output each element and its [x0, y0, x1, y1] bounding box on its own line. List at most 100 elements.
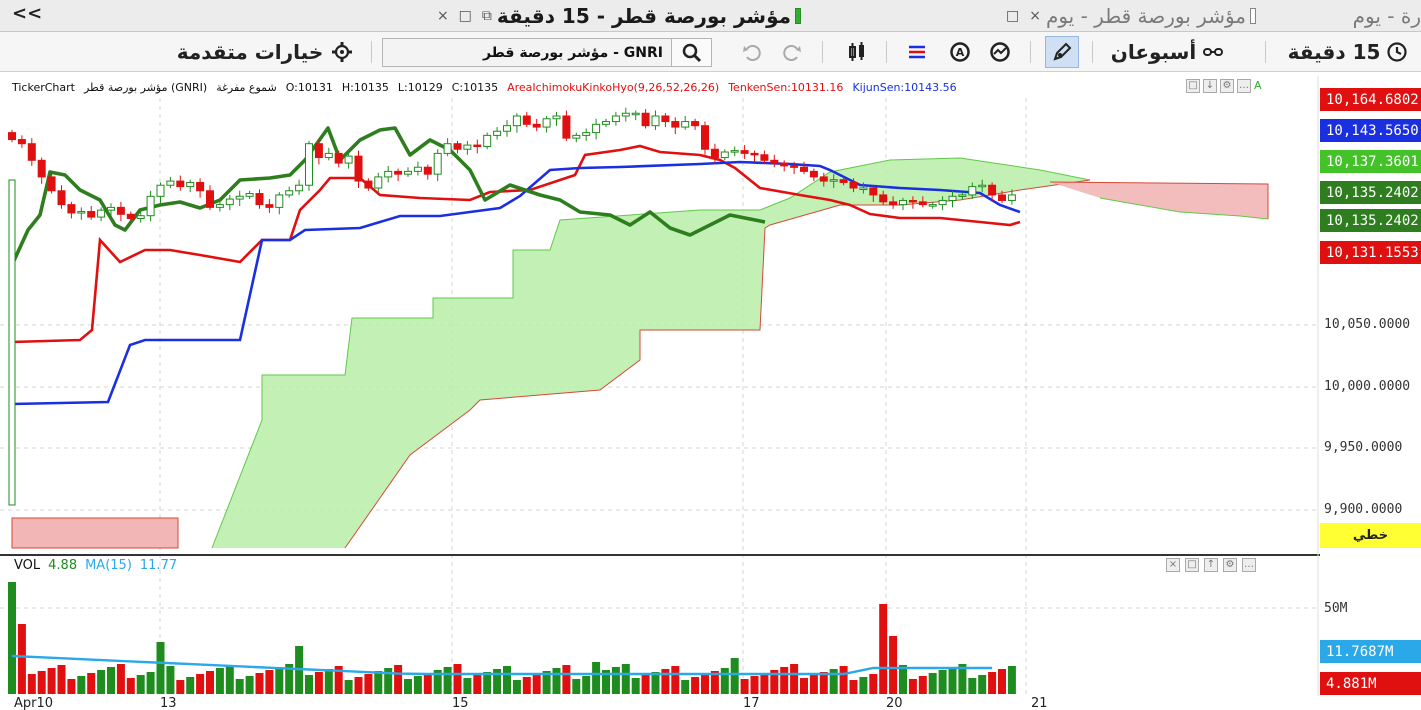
up-candle [8, 179, 16, 506]
up-candle [384, 170, 393, 178]
volume-bar [8, 582, 16, 694]
volume-bar [503, 666, 511, 694]
down-candle [740, 150, 749, 154]
scale-type-badge[interactable]: خطي [1320, 523, 1421, 548]
upper-price-marker: 10,164.6802 [1320, 88, 1421, 111]
volume-bar [285, 664, 294, 694]
maximize-icon[interactable]: □ [1186, 79, 1200, 93]
maximize-icon[interactable]: □ [1006, 8, 1020, 24]
up-candle [503, 125, 511, 132]
volume-bar [918, 676, 927, 694]
arrow-up-icon[interactable]: ↑ [1204, 558, 1218, 572]
settings-icon[interactable]: ⚙ [1220, 79, 1234, 93]
volume-bar [750, 676, 759, 694]
close-icon[interactable]: × [1029, 8, 1041, 24]
down-candle [17, 139, 26, 145]
open-value: O:10131 [285, 80, 333, 94]
volume-bar [809, 675, 818, 694]
up-candle [631, 112, 640, 116]
down-candle [998, 194, 1006, 201]
up-candle [859, 187, 868, 190]
down-candle [314, 143, 323, 159]
volume-bar [1007, 666, 1016, 694]
volume-bar [404, 679, 412, 694]
volume-bar [681, 680, 690, 694]
redo-button[interactable] [775, 36, 809, 68]
arrow-down-icon[interactable]: ↓ [1203, 79, 1217, 93]
up-candle [582, 132, 591, 136]
down-candle [780, 162, 789, 167]
volume-bar [196, 674, 205, 694]
advanced-options-button[interactable]: خيارات متقدمة [165, 36, 365, 68]
alerts-button[interactable]: A [943, 36, 977, 68]
pencil-icon [1053, 42, 1072, 61]
down-candle [562, 115, 571, 139]
volume-bar [829, 669, 838, 694]
symbol-search-input[interactable] [383, 39, 671, 66]
settings-icon[interactable]: ⚙ [1223, 558, 1237, 572]
up-candle [928, 204, 937, 207]
maximize-icon[interactable]: □ [458, 8, 472, 24]
span-a-line [211, 157, 1091, 549]
last-price-marker: 10,135.2402 [1320, 209, 1421, 232]
close-icon[interactable]: × [436, 8, 449, 24]
volume-bar [136, 675, 145, 694]
close-icon[interactable]: × [1166, 558, 1180, 572]
down-candle [206, 190, 214, 208]
more-icon[interactable]: … [1237, 79, 1251, 93]
drawing-tools-button[interactable] [1045, 36, 1079, 68]
grid [0, 98, 1318, 696]
tab-gnri-daily[interactable]: مؤشر بورصة قطر - يوم × □ [820, 0, 1260, 32]
search-button[interactable] [671, 39, 711, 66]
high-value: H:10135 [341, 80, 389, 94]
up-candle [938, 199, 947, 206]
up-candle [602, 121, 610, 125]
analysis-button[interactable] [983, 36, 1017, 68]
kijun-value: KijunSen:10143.56 [852, 80, 957, 94]
up-candle [146, 195, 155, 217]
volume-legend: VOL 4.88 MA(15) 11.77 [14, 558, 177, 573]
chart-type-button[interactable] [840, 36, 874, 68]
indicators-button[interactable] [900, 36, 934, 68]
tab-other-daily[interactable]: رة - يوم [1300, 0, 1421, 32]
more-icon[interactable]: … [1242, 558, 1256, 572]
instrument-label: مؤشر بورصة قطر (GNRI) [83, 80, 208, 94]
down-candle [423, 166, 432, 175]
down-candle [869, 187, 878, 196]
volume-bar [869, 674, 878, 694]
maximize-icon[interactable]: □ [1185, 558, 1199, 572]
up-candle [324, 152, 333, 159]
price-tick: 10,000.0000 [1324, 379, 1411, 394]
range-selector[interactable]: أسبوعان [1100, 36, 1235, 68]
volume-bar [978, 675, 987, 694]
volume-bar [938, 670, 947, 694]
volume-bar [453, 664, 462, 694]
volume-bar [483, 672, 492, 694]
volume-bar [374, 671, 383, 694]
down-candle [265, 204, 274, 208]
chikou-span-line [10, 126, 766, 266]
interval-selector[interactable]: 15 دقيقة [1278, 36, 1418, 68]
volume-bar [423, 673, 432, 694]
volume-bar [621, 664, 630, 694]
collapse-button[interactable]: << [12, 3, 43, 24]
volume-bar [522, 677, 531, 694]
chikou-price-marker: 10,135.2402 [1320, 181, 1421, 204]
undo-button[interactable] [735, 36, 769, 68]
up-candle [275, 194, 284, 208]
volume-bar [176, 680, 185, 694]
up-candle [77, 211, 86, 214]
float-icon[interactable]: ⧉ [481, 8, 492, 24]
tab-gnri-15min[interactable]: مؤشر بورصة قطر - 15 دقيقة ⧉ □ × [360, 0, 805, 32]
volume-ma-label: MA(15) [85, 558, 132, 573]
tab-title: مؤشر بورصة قطر - 15 دقيقة [496, 4, 791, 28]
up-candle [512, 115, 521, 127]
down-candle [394, 170, 403, 175]
up-candle [493, 130, 502, 136]
up-candle [215, 204, 224, 208]
up-candle [611, 115, 620, 123]
volume-bar [463, 678, 472, 694]
down-candle [710, 148, 719, 159]
